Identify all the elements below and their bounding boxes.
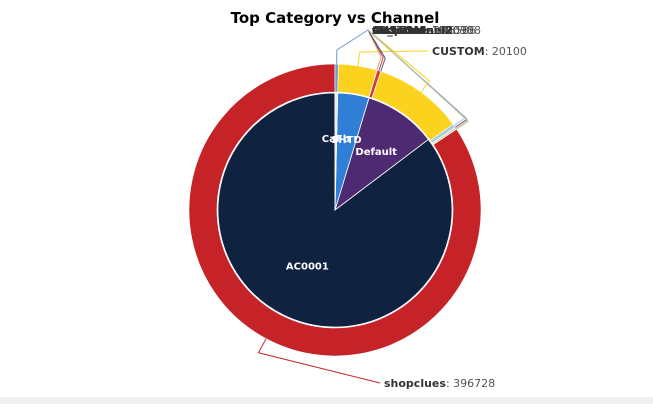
outer-label-6: shopclues: 46536 — [372, 24, 476, 37]
footer-strip — [0, 397, 653, 404]
outer-label-9: CUSTOM: 100 — [372, 24, 453, 37]
connector-9 — [367, 29, 382, 71]
outer-labels: CUSTOM: 1700 CUSTOM: 20100 CUSTOM: 100CUST… — [372, 24, 527, 390]
outer-label-3: testchannel2: 9 — [372, 24, 467, 37]
inner-label-0: AC0001 — [286, 262, 329, 273]
inner-label-1: Default — [355, 147, 397, 158]
connector-7 — [367, 29, 386, 72]
outer-ring — [188, 63, 482, 357]
outer-label-7: testchannel2: 35 — [372, 24, 474, 37]
connector-11 — [336, 29, 369, 65]
label-connectors — [257, 29, 469, 384]
outer-slice-0[interactable] — [188, 63, 482, 357]
connector-0 — [257, 338, 381, 384]
inner-label-2: SHTD — [331, 135, 362, 146]
connector-6 — [367, 29, 430, 93]
outer-label-2: CUSTOM: 1010 — [372, 24, 460, 37]
outer-label-11: CUSTOM: 1700 — [372, 24, 460, 37]
inner-slice-1[interactable] — [334, 97, 429, 212]
outer-label-4: 99_Label: 90 — [372, 24, 448, 37]
outer-label-5: CUSTOM: 1990 — [372, 24, 460, 37]
inner-label-3: CaFb — [322, 134, 350, 145]
outer-label-0: shopclues: 396728 — [384, 377, 495, 390]
outer-label-8: CUSTOM: 1980 — [372, 24, 460, 37]
outer-label-10: CUSTOM: 20100 — [432, 45, 527, 58]
outer-slice-6[interactable] — [371, 71, 454, 141]
connector-10 — [357, 50, 429, 66]
inner-pie — [217, 92, 453, 328]
inner-slice-3[interactable] — [334, 92, 339, 211]
outer-slice-10[interactable] — [337, 63, 378, 98]
outer-slice-11[interactable] — [334, 63, 339, 93]
outer-label-1: testchannel2: 108 — [372, 24, 481, 37]
chart-title: Top Category vs Channel — [231, 9, 440, 27]
connector-1 — [367, 29, 469, 130]
